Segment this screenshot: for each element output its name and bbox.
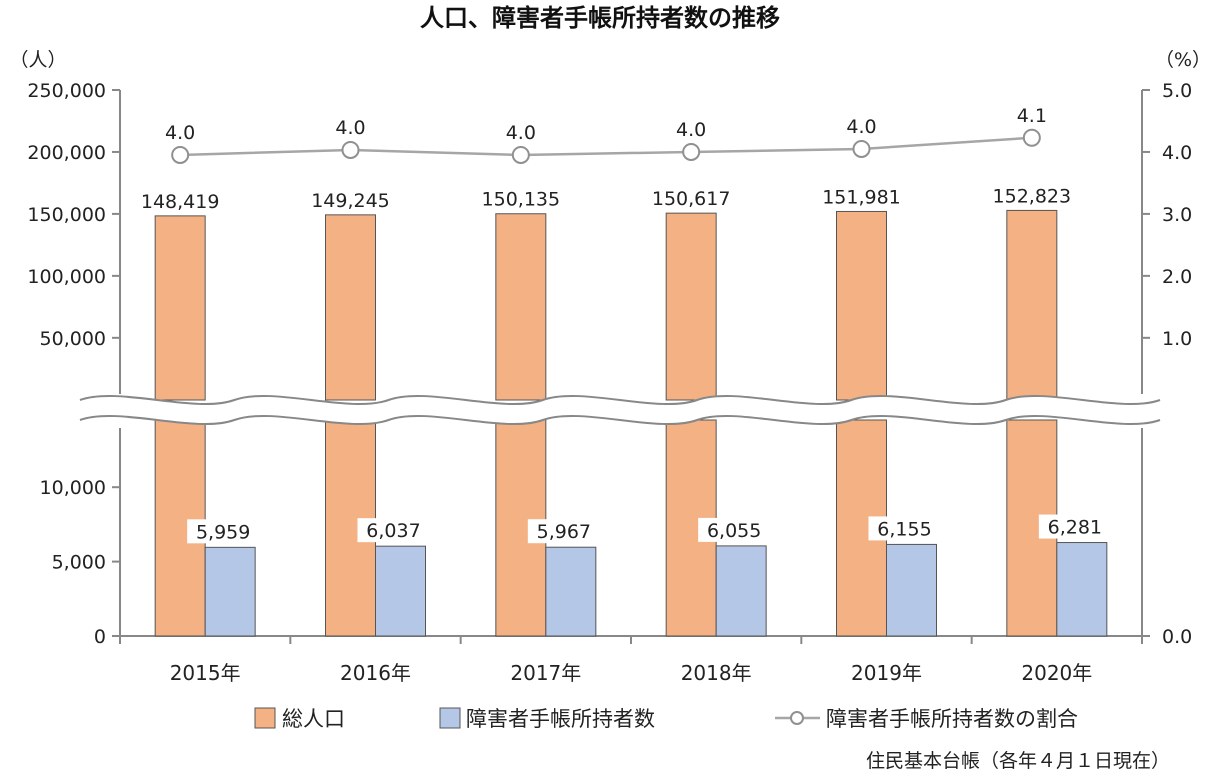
ratio-label: 4.0 [506,122,536,144]
population-label: 152,823 [993,185,1072,207]
ratio-point [852,139,871,158]
legend-label-ratio: 障害者手帳所持者数の割合 [826,707,1078,731]
axis-break-wave-bottom [79,414,1161,426]
category-label: 2020年 [1021,661,1092,685]
category-label: 2019年 [851,661,922,685]
disability-label: 5,959 [196,521,250,543]
axes: 250,000 200,000 150,000 100,000 50,000 10,000… [27,80,1192,648]
ratio-line-path [180,136,1032,157]
ratio-point [682,142,701,161]
disability-label-bg [527,519,598,544]
disability-bar [1056,542,1108,637]
ratio-label: 4.1 [1017,105,1047,127]
axis-break-band [80,395,1160,425]
population-bar-upper [154,215,206,401]
right-tick-label: 1.0 [1162,328,1192,350]
left-tick-label: 10,000 [40,477,106,499]
disability-label: 6,281 [1048,517,1102,539]
left-tick-label: 150,000 [27,204,106,226]
disability-bar [375,545,426,637]
legend-swatch-disability [439,707,461,729]
disability-label: 6,155 [877,518,931,540]
right-tick-label: 2.0 [1162,266,1192,288]
disability-bar [886,543,937,637]
right-tick-label: 0.0 [1162,626,1192,648]
chart-title: 人口、障害者手帳所持者数の推移 [420,4,780,32]
legend-label-disability: 障害者手帳所持者数 [466,707,655,731]
bars [154,209,1108,637]
category-label: 2015年 [170,661,241,685]
population-label: 150,135 [482,189,561,211]
population-label: 151,981 [822,186,901,208]
population-bar-upper [665,212,717,401]
disability-label-bg [868,516,939,541]
population-label: 149,245 [311,190,390,212]
legend: 総人口 障害者手帳所持者数 障害者手帳所持者数の割合 [254,707,1078,731]
disability-label: 6,055 [707,520,761,542]
ratio-label: 4.0 [676,119,706,141]
data-labels: 4.0 148,419 5,959 2015年 4.0 149,245 6,037 2016年… [141,105,1109,685]
ratio-point [511,145,530,164]
disability-label-bg [357,518,428,543]
source-note: 住民基本台帳（各年４月１日現在） [866,750,1170,772]
category-label: 2018年 [681,661,752,685]
ratio-label: 4.0 [846,116,876,138]
ratio-label: 4.0 [335,117,365,139]
left-axis-unit: （人） [9,49,66,71]
legend-swatch-population [254,707,276,729]
category-label: 2017年 [510,661,581,685]
axis-break [79,394,1161,426]
left-tick-label: 5,000 [52,552,106,574]
disability-label-bg [698,517,769,542]
legend-marker-ratio [790,711,804,725]
right-tick-label: 3.0 [1162,204,1192,226]
legend-label-population: 総人口 [282,707,345,731]
ratio-line [171,128,1041,164]
left-tick-label: 200,000 [27,142,106,164]
population-bar-upper [495,213,547,401]
disability-label: 6,037 [366,520,420,542]
right-axis-unit: （%） [1155,49,1211,71]
right-tick-label: 5.0 [1162,80,1192,102]
ratio-point [341,140,360,159]
disability-label-bg [1038,514,1109,539]
left-tick-label: 50,000 [40,328,106,350]
population-bar-upper [325,214,376,401]
category-label: 2016年 [340,661,411,685]
left-tick-label: 250,000 [27,80,106,102]
ratio-point [171,145,190,164]
disability-bar [545,546,597,637]
left-tick-label: 0 [94,626,106,648]
left-tick-label: 100,000 [27,266,106,288]
ratio-point [1022,128,1041,147]
population-bar-upper [836,210,887,401]
population-label: 148,419 [141,191,220,213]
disability-bar [715,545,767,637]
disability-label: 5,967 [537,521,591,543]
ratio-label: 4.0 [165,122,195,144]
right-tick-label: 4.0 [1162,142,1192,164]
disability-bar [204,546,256,637]
axis-break-wave-top [79,394,1161,406]
population-label: 150,617 [652,188,731,210]
disability-label-bg [187,519,258,544]
population-bar-upper [1006,209,1058,401]
